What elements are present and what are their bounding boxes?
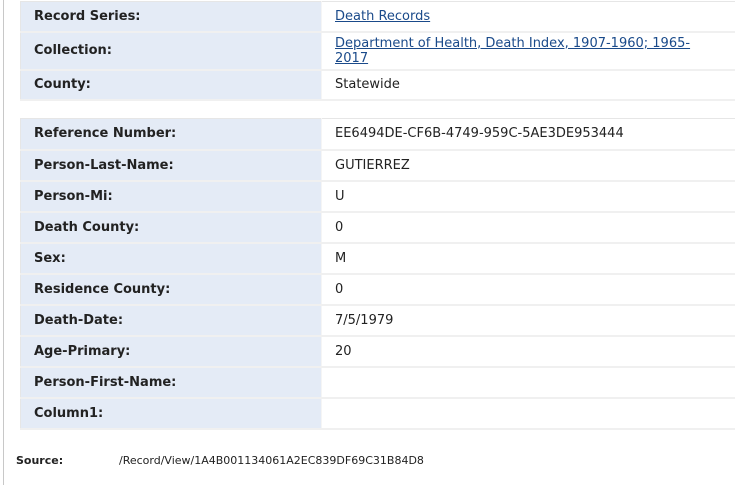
label: Residence County: <box>20 273 322 306</box>
value: 0 <box>321 211 735 244</box>
value <box>321 366 735 399</box>
source-value: /Record/View/1A4B001134061A2EC839DF69C31… <box>119 454 424 467</box>
table-row: Age-Primary: 20 <box>20 335 735 368</box>
source-line: Source: /Record/View/1A4B001134061A2EC83… <box>16 454 424 467</box>
label: Column1: <box>20 397 322 430</box>
table-row: Residence County: 0 <box>20 273 735 306</box>
table-row: Death-Date: 7/5/1979 <box>20 304 735 337</box>
value: U <box>321 180 735 213</box>
label: County: <box>20 69 322 101</box>
label: Person-First-Name: <box>20 366 322 399</box>
collection-link[interactable]: Department of Health, Death Index, 1907-… <box>335 35 691 66</box>
row-collection: Collection: Department of Health, Death … <box>20 31 735 71</box>
row-county: County: Statewide <box>20 69 735 101</box>
table-row: Death County: 0 <box>20 211 735 244</box>
table-row: Person-First-Name: <box>20 366 735 399</box>
value: M <box>321 242 735 275</box>
label: Record Series: <box>20 1 322 33</box>
value: 0 <box>321 273 735 306</box>
table-row: Sex: M <box>20 242 735 275</box>
row-record-series: Record Series: Death Records <box>20 1 735 33</box>
label: Sex: <box>20 242 322 275</box>
label: Death County: <box>20 211 322 244</box>
label: Death-Date: <box>20 304 322 337</box>
table-row: Person-Last-Name: GUTIERREZ <box>20 149 735 182</box>
value: 7/5/1979 <box>321 304 735 337</box>
table-row: Reference Number: EE6494DE-CF6B-4749-959C… <box>20 118 735 151</box>
label: Collection: <box>20 31 322 71</box>
value: Statewide <box>321 69 735 101</box>
table-row: Person-Mi: U <box>20 180 735 213</box>
value: GUTIERREZ <box>321 149 735 182</box>
label: Reference Number: <box>20 118 322 151</box>
label: Person-Last-Name: <box>20 149 322 182</box>
value: 20 <box>321 335 735 368</box>
value: EE6494DE-CF6B-4749-959C-5AE3DE953444 <box>321 118 735 151</box>
collection-info-table: Record Series: Death Records Collection:… <box>20 1 735 101</box>
table-row: Column1: <box>20 397 735 430</box>
label: Age-Primary: <box>20 335 322 368</box>
label: Person-Mi: <box>20 180 322 213</box>
source-label: Source: <box>16 454 64 467</box>
record-series-link[interactable]: Death Records <box>335 8 431 24</box>
record-fields-table: Reference Number: EE6494DE-CF6B-4749-959C… <box>20 118 735 430</box>
value <box>321 397 735 430</box>
left-border <box>3 0 4 485</box>
